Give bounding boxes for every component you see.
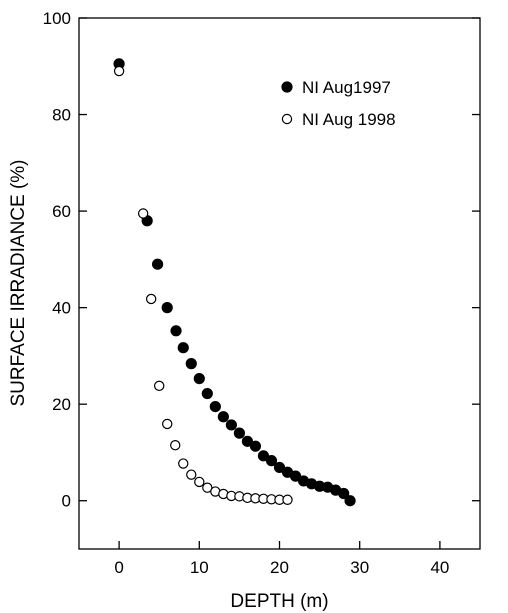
x-tick-label: 10 <box>190 558 209 577</box>
point-1997 <box>257 450 270 462</box>
x-tick-label: 20 <box>270 558 289 577</box>
point-1998 <box>178 458 189 469</box>
point-1998 <box>113 65 125 77</box>
point-1997 <box>201 387 213 400</box>
x-tick-label: 40 <box>430 558 449 577</box>
point-1997 <box>209 400 221 413</box>
point-1997 <box>217 411 229 423</box>
point-1997 <box>193 372 205 385</box>
point-1997 <box>161 302 173 314</box>
y-tick-label: 0 <box>62 492 71 511</box>
legend-label-1998: NI Aug 1998 <box>302 110 396 129</box>
point-1997 <box>289 470 302 482</box>
point-1997 <box>177 342 189 354</box>
point-1998 <box>282 494 293 505</box>
ticks <box>79 17 480 549</box>
point-1998 <box>137 208 149 219</box>
legend-label-1997: NI Aug1997 <box>302 78 391 97</box>
legend: NI Aug1997 NI Aug 1998 <box>281 78 396 129</box>
point-1998 <box>153 380 165 392</box>
data-points <box>113 58 356 507</box>
legend-marker-filled-circle <box>281 81 293 93</box>
point-1997 <box>170 325 182 337</box>
x-tick-label: 0 <box>114 558 123 577</box>
point-1998 <box>170 440 181 451</box>
x-axis-title: DEPTH (m) <box>230 591 328 612</box>
point-1997 <box>225 419 237 431</box>
point-1998 <box>186 469 197 480</box>
y-tick-label: 60 <box>52 202 71 221</box>
point-1998 <box>145 293 157 305</box>
point-1997 <box>338 487 350 500</box>
y-axis-title: SURFACE IRRADIANCE (%) <box>8 159 29 406</box>
y-tick-label: 100 <box>43 9 71 28</box>
tick-labels: 0 10 20 30 40 0 20 40 60 80 100 <box>43 9 450 577</box>
point-1997 <box>249 440 262 452</box>
point-1997 <box>265 455 278 467</box>
y-tick-label: 20 <box>52 395 71 414</box>
y-tick-label: 80 <box>52 106 71 125</box>
point-1997 <box>344 495 356 507</box>
point-1997 <box>185 358 197 370</box>
point-1997 <box>241 435 254 447</box>
point-1998 <box>162 418 173 430</box>
point-1997 <box>273 461 286 474</box>
legend-marker-open-circle <box>281 113 293 125</box>
y-tick-label: 40 <box>52 299 71 318</box>
x-tick-label: 30 <box>350 558 369 577</box>
point-1997 <box>233 427 245 439</box>
point-1998 <box>194 476 205 488</box>
point-1997 <box>151 258 164 270</box>
